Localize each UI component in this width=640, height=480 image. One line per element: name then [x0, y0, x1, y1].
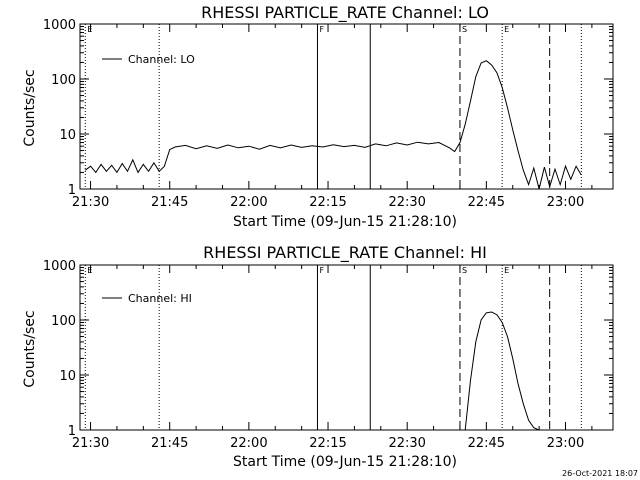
legend: Channel: LO — [102, 53, 195, 66]
y-tick-label: 100 — [51, 73, 76, 88]
x-tick-label: 22:45 — [468, 195, 505, 210]
chart-title: RHESSI PARTICLE_RATE Channel: LO — [201, 3, 489, 23]
legend: Channel: HI — [102, 292, 192, 305]
x-tick-label: 22:30 — [388, 436, 425, 451]
y-tick-label: 1000 — [43, 259, 76, 274]
plot-frame — [79, 23, 614, 190]
y-tick-label: 100 — [51, 314, 76, 329]
y-axis-label: Counts/sec — [22, 69, 38, 146]
series-line — [84, 60, 582, 190]
chart-title: RHESSI PARTICLE_RATE Channel: HI — [203, 243, 487, 263]
event-marker-label: F — [319, 266, 324, 275]
event-marker-label: E — [87, 266, 92, 275]
x-tick-label: 23:00 — [547, 436, 584, 451]
x-tick-label: 22:15 — [309, 195, 346, 210]
x-tick-label: 22:45 — [468, 436, 505, 451]
legend-entry: Channel: HI — [128, 292, 192, 305]
legend-entry: Channel: LO — [128, 53, 195, 66]
series-line — [464, 311, 540, 431]
event-marker-label: E — [504, 25, 509, 34]
x-tick-label: 22:00 — [230, 195, 267, 210]
generation-timestamp: 26-Oct-2021 18:07 — [562, 469, 638, 478]
x-tick-label: 23:00 — [547, 195, 584, 210]
x-tick-label: 22:00 — [230, 436, 267, 451]
y-tick-label: 10 — [59, 369, 76, 384]
x-tick-label: 22:30 — [388, 195, 425, 210]
event-marker-label: S — [462, 266, 467, 275]
x-axis-label: Start Time (09-Jun-15 21:28:10) — [233, 454, 457, 470]
event-marker-label: F — [319, 25, 324, 34]
y-tick-label: 1 — [68, 183, 76, 198]
x-tick-label: 21:30 — [72, 436, 109, 451]
x-tick-label: 22:15 — [309, 436, 346, 451]
chart-panel-lo: RHESSI PARTICLE_RATE Channel: LO Counts/… — [22, 3, 614, 230]
y-tick-label: 1 — [68, 424, 76, 439]
event-marker-label: E — [87, 25, 92, 34]
x-tick-label: 21:45 — [151, 195, 188, 210]
chart-panel-hi: RHESSI PARTICLE_RATE Channel: HI Counts/… — [22, 243, 614, 470]
plot-frame — [79, 264, 614, 431]
event-marker-label: S — [462, 25, 467, 34]
x-tick-label: 21:30 — [72, 195, 109, 210]
y-axis-label: Counts/sec — [22, 310, 38, 387]
event-marker-label: E — [504, 266, 509, 275]
y-tick-label: 10 — [59, 128, 76, 143]
y-tick-label: 1000 — [43, 18, 76, 33]
x-axis-label: Start Time (09-Jun-15 21:28:10) — [233, 214, 457, 230]
x-tick-label: 21:45 — [151, 436, 188, 451]
